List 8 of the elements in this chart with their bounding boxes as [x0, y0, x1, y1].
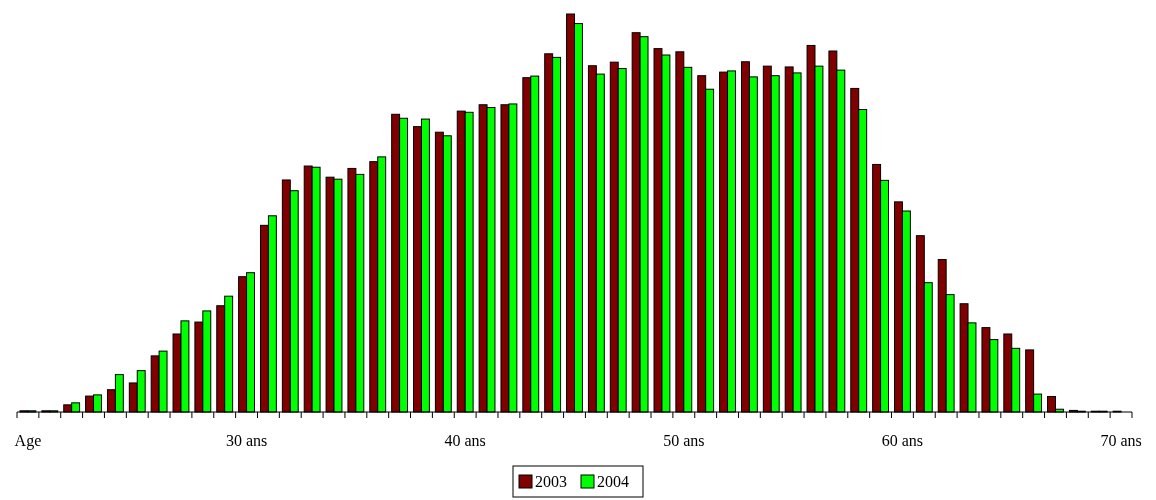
x-tick-label: 60 ans	[881, 432, 924, 449]
x-tick-label: 40 ans	[444, 432, 486, 449]
legend-label: 2004	[597, 473, 629, 490]
x-tick-label: 30 ans	[225, 432, 268, 449]
x-tick-label: 50 ans	[663, 432, 705, 449]
legend-label: 2003	[535, 473, 567, 490]
x-tick-label: 70 ans	[1100, 432, 1142, 449]
x-tick-label: Age	[14, 432, 42, 450]
